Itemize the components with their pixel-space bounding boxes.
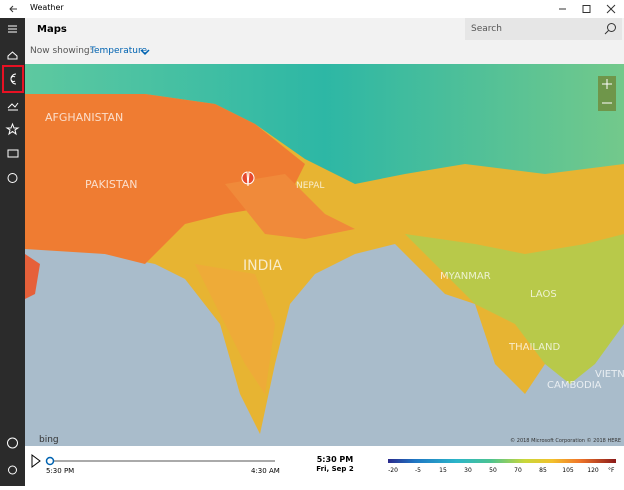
current-time: 5:30 PM — [316, 455, 354, 464]
map-label: NEPAL — [296, 181, 324, 191]
search-box[interactable]: Search — [465, 18, 622, 40]
map-label: LAOS — [530, 289, 557, 300]
legend-label: 105 — [562, 467, 574, 474]
legend-label: 50 — [489, 467, 497, 474]
search-icon[interactable] — [604, 22, 617, 35]
location-pin[interactable] — [241, 171, 255, 187]
map-label: MYANMAR — [440, 271, 491, 282]
map-label: THAILAND — [508, 342, 561, 353]
header: Maps Now showing: Temperature Search — [25, 18, 624, 64]
map-background — [25, 64, 624, 446]
legend-label: 70 — [514, 467, 522, 474]
copyright: © 2018 Microsoft Corporation © 2018 HERE — [510, 437, 621, 444]
map-label: CAMBODIA — [547, 380, 602, 391]
dropdown-arrow[interactable] — [140, 48, 150, 56]
legend-label: 120 — [587, 467, 599, 474]
timeline-bar: 5:30 PM 4:30 AM 5:30 PM Fri, Sep 2 -20 -5… — [25, 446, 624, 486]
layer-dropdown[interactable]: Temperature — [90, 46, 148, 56]
legend-label: 85 — [539, 467, 547, 474]
map-label: INDIA — [243, 258, 283, 274]
timeline-start: 5:30 PM — [46, 467, 75, 475]
legend-label: 15 — [439, 467, 447, 474]
map-label: VIETN — [595, 369, 624, 380]
legend-scale — [388, 459, 616, 463]
legend-label: -5 — [415, 467, 421, 474]
legend-label: -20 — [388, 467, 398, 474]
title-bar: Weather — [0, 0, 624, 19]
map-label: AFGHANISTAN — [45, 111, 123, 124]
search-placeholder: Search — [471, 24, 502, 34]
nav-pane — [0, 18, 25, 486]
timeline-controls[interactable] — [25, 446, 624, 486]
legend-unit: °F — [608, 467, 615, 474]
legend-label: 30 — [464, 467, 472, 474]
zoom-controls[interactable] — [598, 76, 616, 111]
map[interactable]: AFGHANISTAN PAKISTAN NEPAL INDIA MYANMAR LAOS… — [25, 64, 624, 446]
bing-logo: bing — [39, 435, 59, 445]
back-button[interactable] — [8, 4, 18, 14]
timeline-end: 4:30 AM — [251, 467, 280, 475]
map-label: PAKISTAN — [85, 178, 138, 191]
current-date: Fri, Sep 2 — [316, 465, 354, 473]
window-title: Weather — [30, 3, 64, 12]
page-title: Maps — [37, 24, 67, 35]
window-controls[interactable] — [555, 3, 621, 15]
nav-icons[interactable] — [0, 18, 25, 486]
now-showing-label: Now showing: — [30, 46, 93, 56]
map-labels: AFGHANISTAN PAKISTAN NEPAL INDIA MYANMAR LAOS… — [45, 111, 624, 391]
